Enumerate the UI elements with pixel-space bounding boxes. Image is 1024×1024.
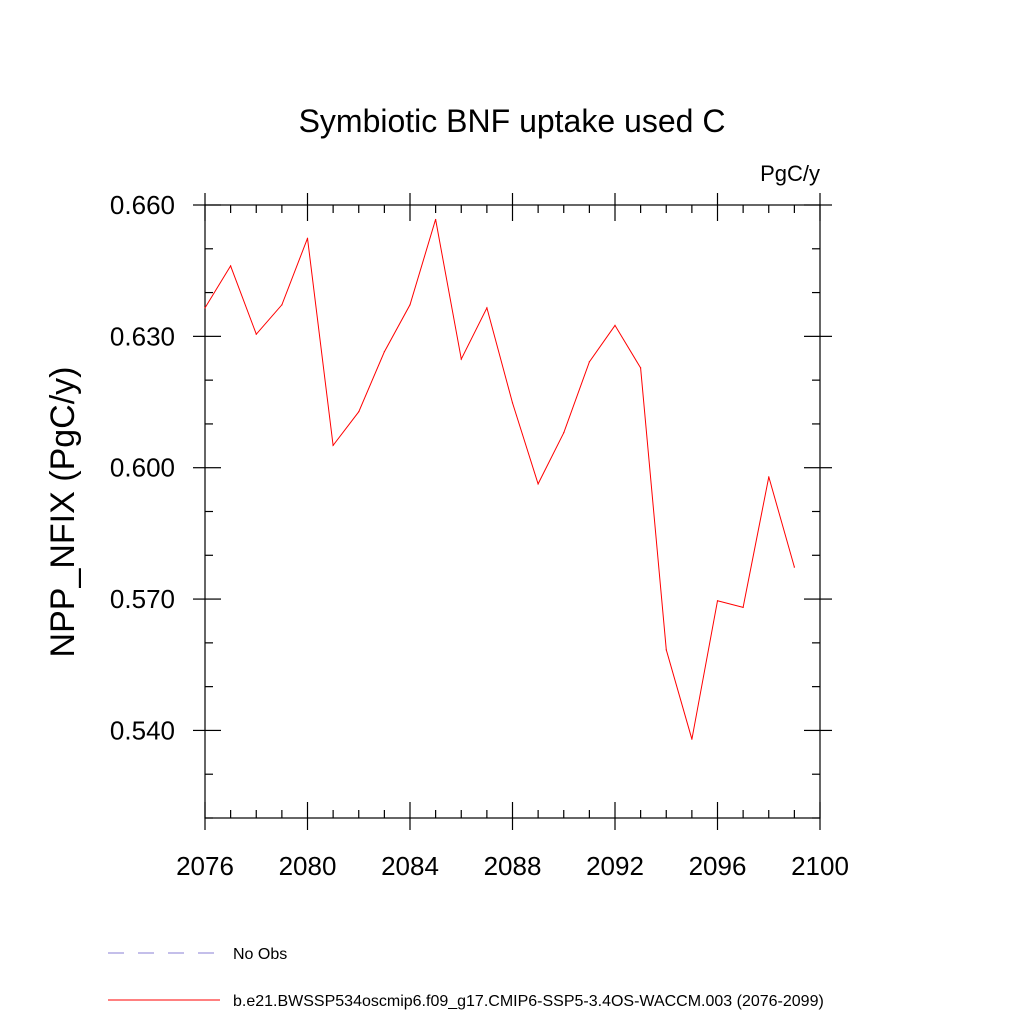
data-point (563, 432, 565, 434)
data-point (409, 304, 411, 306)
data-point (665, 649, 667, 651)
y-tick-label: 0.570 (110, 584, 175, 614)
data-point (306, 237, 309, 239)
data-point (486, 307, 488, 309)
legend-label: No Obs (233, 946, 287, 963)
data-point (255, 333, 257, 335)
data-point (204, 307, 206, 309)
legend-label: b.e21.BWSSP534oscmip6.f09_g17.CMIP6-SSP5… (233, 993, 824, 1010)
axis-ticks (193, 193, 832, 830)
data-point (716, 600, 719, 602)
data-point (435, 218, 437, 221)
data-point (588, 361, 590, 363)
data-point (281, 304, 283, 306)
data-point (537, 483, 539, 485)
data-point (691, 738, 693, 740)
legend: No Obs b.e21.BWSSP534oscmip6.f09_g17.CMI… (108, 946, 824, 1010)
tick-labels: 2076 2080 2084 2088 2092 2096 2100 0.540… (110, 190, 849, 881)
x-tick-label: 2080 (279, 851, 337, 881)
data-point (230, 265, 232, 267)
y-axis-label: NPP_NFIX (PgC/y) (44, 367, 82, 658)
y-tick-label: 0.540 (110, 715, 175, 745)
data-point (511, 402, 514, 404)
series-line (204, 219, 795, 740)
data-point (383, 351, 385, 353)
x-tick-label: 2096 (689, 851, 747, 881)
data-point (332, 444, 334, 446)
data-point (640, 367, 642, 369)
x-tick-label: 2088 (484, 851, 542, 881)
y-tick-label: 0.660 (110, 190, 175, 220)
y-tick-label: 0.600 (110, 453, 175, 483)
data-point (614, 324, 616, 327)
x-tick-label: 2092 (586, 851, 644, 881)
data-point (768, 476, 770, 478)
data-point (793, 566, 795, 568)
series-layer (204, 218, 795, 740)
data-point (460, 358, 462, 360)
y-tick-label: 0.630 (110, 321, 175, 351)
data-point (742, 606, 744, 608)
plot-frame (204, 204, 821, 819)
data-point (358, 411, 360, 413)
x-tick-label: 2100 (791, 851, 849, 881)
x-tick-label: 2076 (176, 851, 234, 881)
chart-title: Symbiotic BNF uptake used C (299, 103, 726, 139)
units-label: PgC/y (760, 161, 820, 186)
x-tick-label: 2084 (381, 851, 439, 881)
